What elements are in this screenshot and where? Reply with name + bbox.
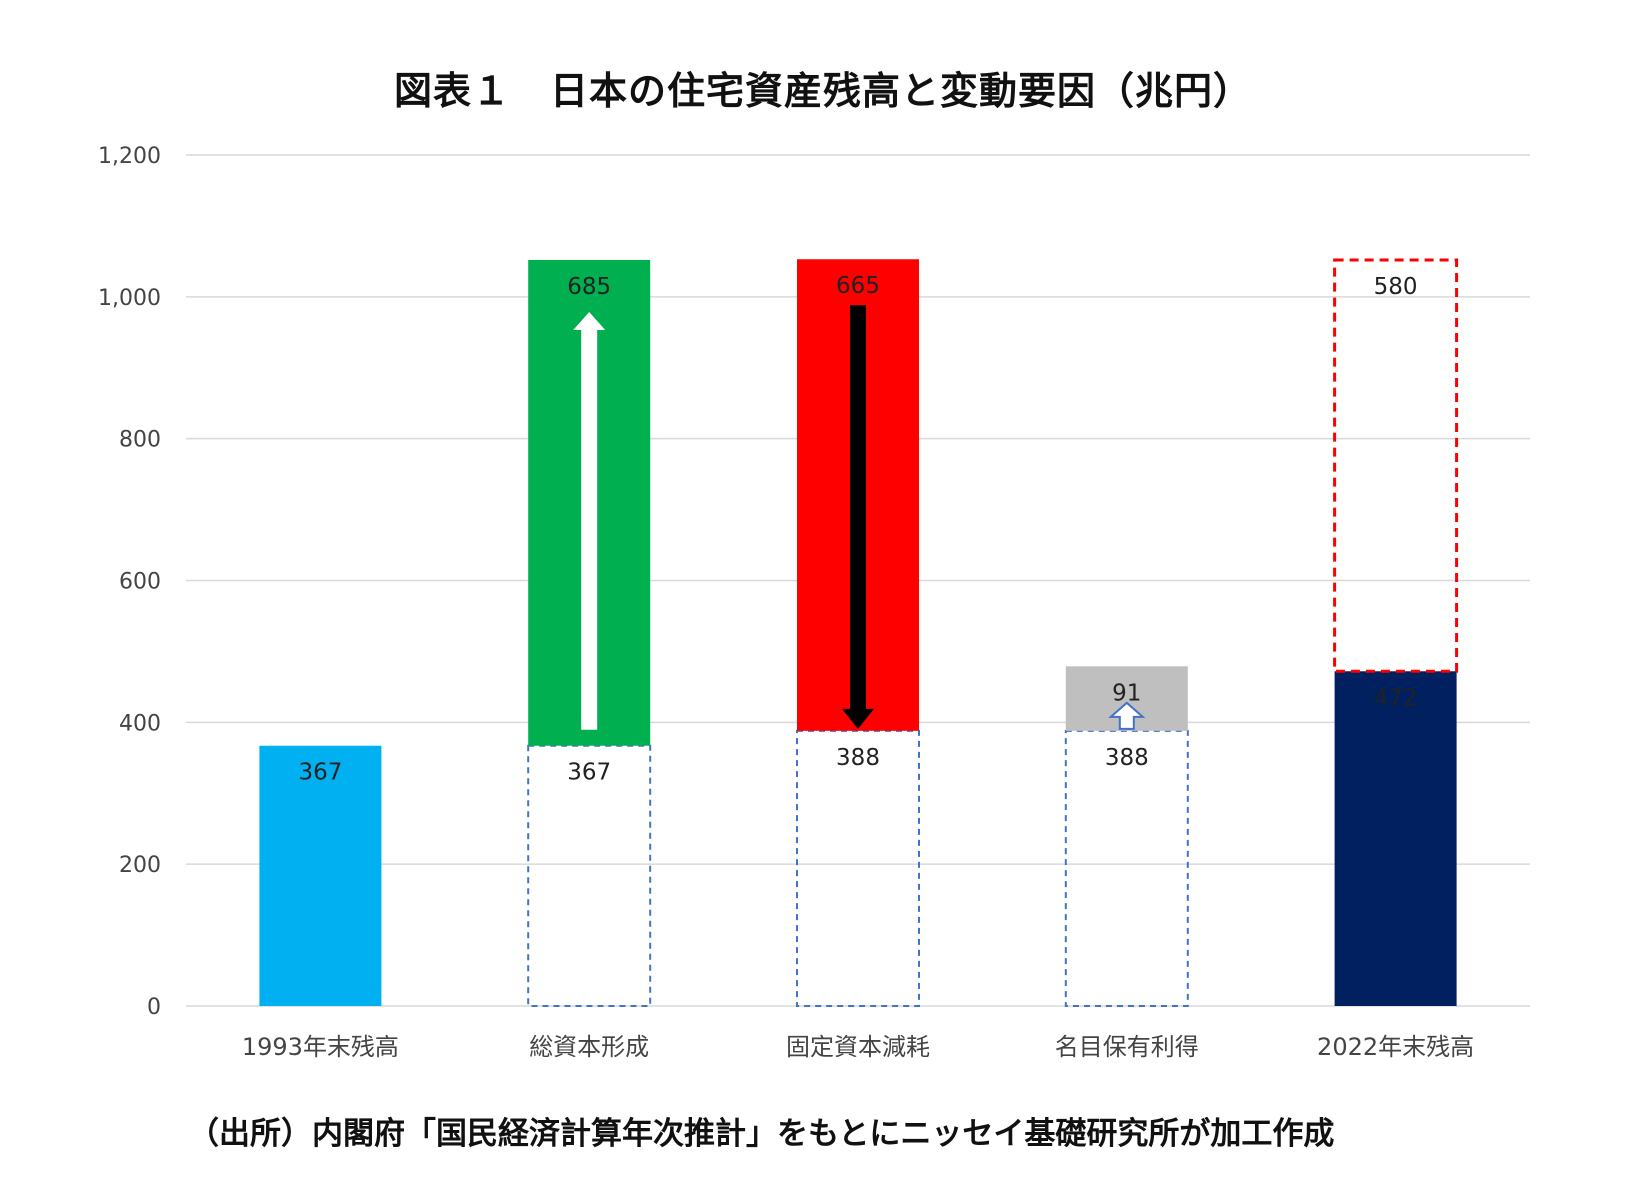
y-tick-label: 400 [119, 711, 161, 736]
bar-value-label: 472 [1374, 685, 1418, 711]
x-axis: 1993年末残高 総資本形成 固定資本減耗 名目保有利得 2022年末残高 [242, 1033, 1474, 1061]
y-tick-label: 200 [119, 853, 161, 878]
chart-title: 図表１ 日本の住宅資産残高と変動要因（兆円） [393, 69, 1252, 113]
bar [1334, 671, 1457, 1006]
category-label: 固定資本減耗 [786, 1033, 930, 1061]
arrow-down-shaft [850, 305, 866, 711]
category-label: 2022年末残高 [1317, 1033, 1474, 1061]
y-tick-label: 1,200 [98, 144, 161, 169]
bar-base-label: 388 [1105, 745, 1149, 771]
y-tick-label: 1,000 [98, 286, 161, 311]
bars: 367 367 685 388 665 388 91 472 580 [259, 258, 1459, 1007]
category-label: 1993年末残高 [242, 1033, 399, 1061]
source-note: （出所）内閣府「国民経済計算年次推計」をもとにニッセイ基礎研究所が加工作成 [188, 1116, 1335, 1152]
bar-value-label: 91 [1112, 680, 1141, 706]
arrow-up-outline-icon [1108, 701, 1146, 730]
y-tick-label: 0 [147, 995, 161, 1020]
bar-value-label: 665 [836, 273, 880, 299]
bar-value-label: 367 [298, 760, 342, 786]
category-label: 総資本形成 [529, 1033, 649, 1061]
category-label: 名目保有利得 [1055, 1033, 1199, 1061]
bar [259, 745, 382, 1006]
overlay-value-label: 580 [1374, 274, 1418, 300]
arrow-up-shaft [581, 327, 598, 730]
arrow-up-head [573, 311, 606, 330]
y-axis: 0 200 400 600 800 1,000 1,200 [98, 144, 161, 1020]
bar-base-outline [796, 729, 920, 1007]
y-tick-label: 600 [119, 570, 161, 595]
bar-base-outline [1064, 729, 1189, 1007]
overlay-dashed-box [1333, 258, 1459, 673]
bar-value-label: 685 [567, 274, 611, 300]
bar-base-label: 388 [836, 745, 880, 771]
arrow-down-head [842, 708, 874, 729]
bar-base-label: 367 [567, 760, 611, 786]
y-tick-label: 800 [119, 428, 161, 453]
